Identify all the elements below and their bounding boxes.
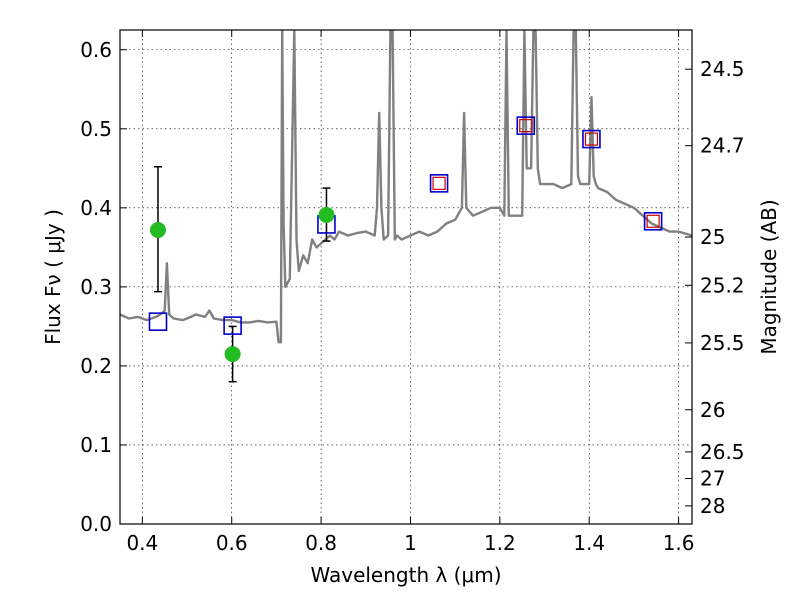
red-square-point bbox=[646, 214, 660, 228]
y2-axis-label: Magnitude (AB) bbox=[757, 199, 781, 354]
y2-tick-label: 24.7 bbox=[700, 134, 745, 158]
spectrum-line bbox=[120, 30, 692, 344]
y2-tick-label: 25.5 bbox=[700, 331, 745, 355]
y2-tick-label: 26 bbox=[700, 398, 725, 422]
red-square-point bbox=[519, 119, 533, 133]
y-tick-label: 0.1 bbox=[80, 433, 112, 457]
x-tick-label: 0.4 bbox=[126, 531, 158, 555]
x-tick-label: 1.4 bbox=[573, 531, 605, 555]
blue-square-point bbox=[582, 129, 601, 149]
y2-tick-label: 24.5 bbox=[700, 57, 745, 81]
x-tick-label: 1.2 bbox=[484, 531, 516, 555]
x-tick-label: 1.6 bbox=[663, 531, 695, 555]
x-tick-label: 1 bbox=[404, 531, 417, 555]
y-tick-label: 0.4 bbox=[80, 196, 112, 220]
y-tick-label: 0.3 bbox=[80, 275, 112, 299]
spectrum-layer bbox=[120, 30, 692, 344]
plot-frame bbox=[119, 29, 693, 525]
blue-square-point bbox=[643, 211, 663, 231]
axis-ticks: 0.4 0.6 0.8 1 1.2 1.4 1.6 0.0 0.1 0.2 0.3 0.4 0.5 0.6… bbox=[80, 30, 745, 555]
red-square-point bbox=[432, 176, 446, 190]
y2-tick-label: 27 bbox=[700, 467, 725, 491]
blue-square-point bbox=[516, 116, 536, 135]
x-tick-label: 0.6 bbox=[216, 531, 248, 555]
red-square-point bbox=[584, 132, 599, 146]
green-circle-point bbox=[149, 221, 166, 238]
green-circle-point bbox=[318, 206, 335, 223]
y-tick-label: 0.0 bbox=[80, 512, 112, 536]
y2-tick-label: 25.2 bbox=[700, 273, 745, 297]
y-tick-label: 0.2 bbox=[80, 354, 112, 378]
x-tick-label: 0.8 bbox=[305, 531, 337, 555]
blue-square-point bbox=[223, 316, 242, 335]
x-axis-label: Wavelength λ (μm) bbox=[310, 563, 501, 587]
y2-tick-label: 25 bbox=[700, 225, 725, 249]
y-tick-label: 0.6 bbox=[80, 38, 112, 62]
grid-lines bbox=[120, 30, 692, 524]
y2-tick-label: 28 bbox=[700, 494, 725, 518]
y-tick-label: 0.5 bbox=[80, 117, 112, 141]
green-circle-point bbox=[224, 346, 241, 363]
blue-square-point bbox=[429, 174, 449, 193]
y-axis-label: Flux Fν ( μJy ) bbox=[41, 209, 65, 345]
y2-tick-label: 26.5 bbox=[700, 440, 745, 464]
blue-square-point bbox=[148, 312, 168, 331]
photometry-layer bbox=[148, 116, 663, 383]
